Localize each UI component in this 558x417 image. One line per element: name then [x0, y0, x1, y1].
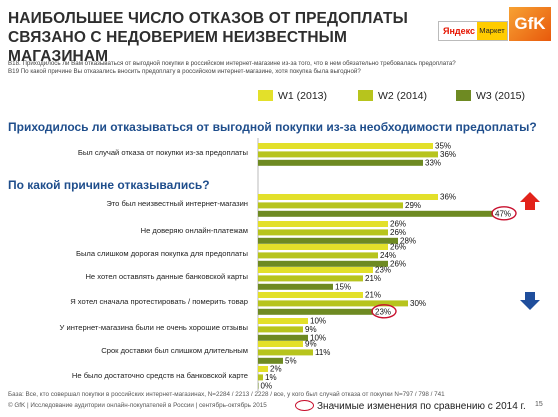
data-label: 26% [390, 259, 406, 268]
legend-item-w1: W1 (2013) [258, 89, 327, 103]
bar [258, 194, 438, 200]
footer-copyright: © GfK | Исследование аудитории онлайн-по… [8, 402, 267, 409]
bar [258, 143, 433, 149]
category-label: Был случай отказа от покупки из-за предо… [78, 148, 248, 157]
data-label: 24% [380, 251, 396, 260]
bar [258, 221, 388, 227]
data-label: 10% [310, 333, 326, 342]
data-label: 21% [365, 274, 381, 283]
category-label: Срок доставки был слишком длительным [101, 346, 248, 355]
yandex-logo-text: Яндекс [443, 26, 476, 36]
data-label: 2% [270, 365, 282, 374]
legend-swatch-w1 [258, 90, 273, 101]
legend-label-w1: W1 (2013) [278, 90, 328, 102]
significance-ring-icon [295, 400, 314, 411]
category-label: Была слишком дорогая покупка для предопл… [76, 249, 248, 258]
bar [258, 202, 403, 209]
category-label: Это был неизвестный интернет-магазин [106, 199, 248, 208]
category-label: У интернет-магазина были не очень хороши… [60, 323, 248, 332]
significance-ring [371, 304, 397, 319]
market-logo-text: Маркет [477, 22, 507, 40]
data-label: 1% [265, 373, 277, 382]
section-heading-reasons: По какой причине отказывались? [8, 178, 210, 192]
data-label: 29% [405, 201, 421, 210]
data-label: 9% [305, 340, 317, 349]
bar [258, 308, 373, 315]
data-label: 28% [400, 236, 416, 245]
section-heading-refusal: Приходилось ли отказываться от выгодной … [8, 120, 537, 134]
page-title: НАИБОЛЬШЕЕ ЧИСЛО ОТКАЗОВ ОТ ПРЕДОПЛАТЫ С… [8, 9, 438, 66]
chart-legend: W1 (2013) W2 (2014) W3 (2015) [258, 89, 538, 103]
bar [258, 283, 333, 290]
trend-up-arrow-icon [520, 192, 540, 210]
bar [258, 366, 268, 372]
data-label: 5% [285, 356, 297, 365]
bar [258, 341, 303, 347]
category-label: Я хотел сначала протестировать / померит… [70, 297, 248, 306]
data-label: 9% [305, 325, 317, 334]
trend-down-arrow-icon [520, 292, 540, 310]
bar [258, 275, 363, 282]
legend-item-w2: W2 (2014) [358, 89, 427, 103]
bar [258, 357, 283, 364]
significance-ring [491, 206, 517, 221]
bar [258, 151, 438, 158]
page-number: 15 [535, 401, 543, 408]
survey-questions: B18. Приходилось ли Вам отказываться от … [8, 60, 538, 76]
data-label: 0% [261, 381, 273, 390]
footer-base: База: Все, кто совершал покупки в россий… [8, 391, 445, 398]
category-label: Не хотел оставлять данные банковской кар… [85, 272, 248, 281]
gfk-logo: GfK [509, 7, 551, 41]
question-b19: B19 По какой причине Вы отказались вноси… [8, 68, 361, 75]
bar [258, 318, 308, 324]
legend-swatch-w3 [456, 90, 471, 101]
bar [258, 349, 313, 356]
bar [258, 237, 398, 244]
bar [258, 300, 408, 307]
bar [258, 159, 423, 166]
bar [258, 292, 363, 298]
legend-item-w3: W3 (2015) [456, 89, 525, 103]
significance-label: Значимые изменения по сравнению с 2014 г… [317, 401, 526, 412]
bar [258, 374, 263, 381]
data-label: 35% [435, 142, 451, 151]
category-label: Не доверяю онлайн-платежам [141, 226, 248, 235]
bar [258, 229, 388, 236]
significance-note: Значимые изменения по сравнению с 2014 г… [295, 400, 526, 412]
data-label: 15% [335, 282, 351, 291]
bar [258, 252, 378, 259]
bar [258, 334, 308, 341]
category-label: Не было достаточно средств на банковской… [72, 371, 248, 380]
title-line-2: СВЯЗАНО С НЕДОВЕРИЕМ НЕИЗВЕСТНЫМ МАГАЗИН… [8, 29, 347, 65]
data-label: 36% [440, 150, 456, 159]
data-label: 23% [375, 266, 391, 275]
data-label: 11% [315, 348, 330, 357]
legend-label-w3: W3 (2015) [476, 90, 526, 102]
data-label: 47% [495, 209, 511, 218]
bar [258, 326, 303, 333]
data-label: 23% [375, 307, 391, 316]
legend-label-w2: W2 (2014) [378, 90, 428, 102]
data-label: 33% [425, 158, 441, 167]
bar [258, 382, 259, 389]
data-label: 26% [390, 228, 406, 237]
question-b18: B18. Приходилось ли Вам отказываться от … [8, 60, 456, 67]
legend-swatch-w2 [358, 90, 373, 101]
data-label: 26% [390, 220, 406, 229]
yandex-market-logo: Яндекс Маркет [438, 21, 508, 41]
data-label: 10% [310, 317, 326, 326]
data-label: 30% [410, 299, 426, 308]
data-label: 21% [365, 291, 381, 300]
title-line-1: НАИБОЛЬШЕЕ ЧИСЛО ОТКАЗОВ ОТ ПРЕДОПЛАТЫ [8, 10, 408, 27]
bar [258, 260, 388, 267]
bar [258, 210, 493, 217]
bar [258, 244, 388, 250]
bar [258, 267, 373, 273]
data-label: 26% [390, 243, 406, 252]
data-label: 36% [440, 193, 456, 202]
